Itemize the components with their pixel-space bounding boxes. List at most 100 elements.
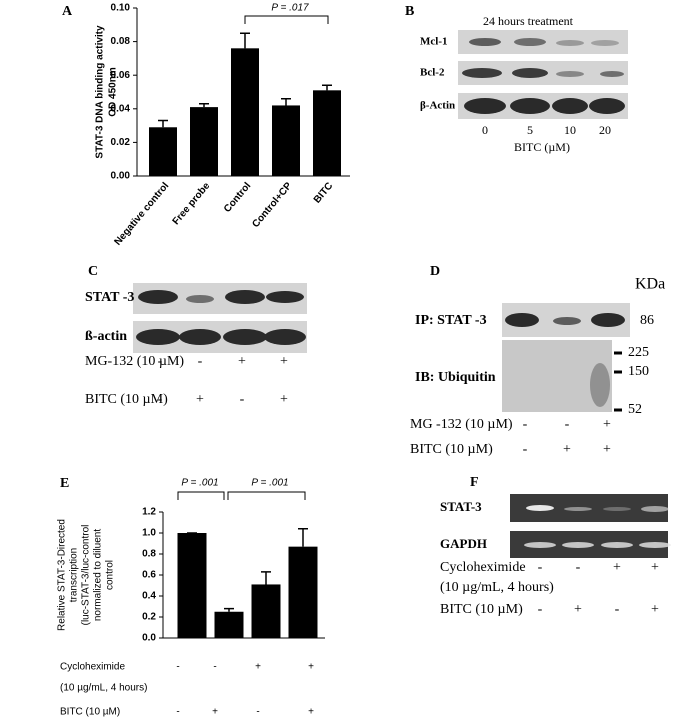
error-bar [158, 119, 168, 128]
bar [313, 90, 341, 176]
y-tick-label: 0.08 [111, 36, 131, 47]
panel-label: D [430, 264, 440, 279]
bar [149, 127, 177, 176]
condition-sign: - [538, 602, 543, 617]
condition-label: BITC (10 µM) [440, 602, 523, 617]
condition-label: (10 µg/mL, 4 hours) [60, 683, 147, 694]
x-tick-label: Free probe [171, 180, 213, 227]
y-axis-label: control [105, 560, 116, 590]
y-tick-label: 1.0 [142, 528, 156, 539]
condition-label: Cycloheximide [440, 560, 526, 575]
bar [288, 546, 318, 638]
condition-label: BITC (10 µM) [60, 707, 120, 718]
panel-label: B [405, 4, 414, 19]
condition-sign: - [615, 602, 620, 617]
row-label: β-Actin [420, 100, 455, 112]
panel-label: C [88, 264, 98, 279]
marker-label: 150 [628, 364, 649, 379]
condition-sign: + [603, 417, 611, 432]
lane-label: 5 [527, 123, 533, 137]
condition-sign: - [565, 417, 570, 432]
bar [190, 107, 218, 176]
condition-sign: - [256, 707, 259, 718]
marker-label: 225 [628, 345, 649, 360]
y-tick-label: 0.6 [142, 570, 156, 581]
condition-sign: - [158, 354, 163, 369]
condition-sign: - [176, 662, 179, 673]
condition-sign: + [651, 602, 659, 617]
error-bar [322, 84, 332, 91]
panel-label: E [60, 476, 69, 491]
gel-f [510, 494, 671, 558]
bar [177, 533, 207, 638]
y-tick-label: 0.8 [142, 549, 156, 560]
condition-label: MG -132 (10 µM) [410, 417, 513, 432]
error-bar [224, 607, 234, 612]
condition-sign: + [308, 662, 314, 673]
error-bar [240, 32, 250, 49]
condition-sign: - [158, 392, 163, 407]
condition-sign: + [280, 392, 288, 407]
y-tick-label: 0.0 [142, 633, 156, 644]
row-label: IB: Ubiquitin [415, 370, 496, 385]
y-axis-label: STAT-3 DNA binding activity [95, 25, 106, 159]
lane-label: 20 [599, 123, 611, 137]
condition-sign: - [240, 392, 245, 407]
y-tick-label: 0.06 [111, 70, 131, 81]
condition-sign: + [212, 707, 218, 718]
blot-title: 24 hours treatment [483, 14, 574, 28]
y-axis-label: transcription [69, 548, 80, 602]
condition-label: Cycloheximide [60, 662, 125, 673]
annotation: P = .017 [271, 3, 309, 14]
y-tick-label: 0.02 [111, 137, 131, 148]
condition-sign: - [176, 707, 179, 718]
y-tick-label: 0.04 [111, 103, 131, 114]
condition-sign: - [523, 417, 528, 432]
row-label: ß-actin [85, 329, 127, 344]
y-tick-label: 0.10 [111, 3, 131, 14]
y-tick-label: 0.4 [142, 591, 156, 602]
error-bar [199, 103, 209, 108]
bar [214, 611, 244, 638]
bar [272, 105, 300, 176]
condition-sign: - [213, 662, 216, 673]
bracket [227, 491, 306, 500]
condition-label: BITC (10 µM) [410, 442, 493, 457]
condition-sign: + [651, 560, 659, 575]
annotation: P = .001 [251, 478, 288, 489]
unit-label: KDa [635, 276, 665, 293]
row-label: IP: STAT -3 [415, 313, 487, 328]
condition-sign: + [280, 354, 288, 369]
condition-sign: - [576, 560, 581, 575]
y-tick-label: 0.2 [142, 612, 156, 623]
condition-label: MG-132 (10 µM) [85, 354, 184, 369]
bar [251, 584, 281, 638]
condition-sign: - [198, 354, 203, 369]
y-axis-label: (luc-STAT-3/luc-control [81, 525, 92, 626]
y-axis-label: OD 450nm [108, 67, 119, 117]
condition-sign: + [308, 707, 314, 718]
bracket [244, 15, 329, 24]
row-label: GAPDH [440, 536, 487, 551]
condition-sign: + [196, 392, 204, 407]
x-axis-label: BITC (µM) [514, 140, 570, 154]
row-label: Mcl-1 [420, 36, 447, 48]
row-label: STAT-3 [440, 499, 482, 514]
lane-label: 0 [482, 123, 488, 137]
condition-sign: + [574, 602, 582, 617]
lane-label: 10 [564, 123, 576, 137]
x-tick-label: BITC [312, 181, 335, 206]
blot-b [458, 30, 628, 119]
error-bar [261, 571, 271, 585]
marker-label: 86 [640, 313, 654, 328]
condition-sign: - [538, 560, 543, 575]
blot-d [502, 303, 630, 412]
condition-label: BITC (10 µM) [85, 392, 168, 407]
bracket [177, 491, 225, 500]
condition-sign: - [523, 442, 528, 457]
condition-sign: + [255, 662, 261, 673]
error-bar [281, 97, 291, 106]
row-label: STAT -3 [85, 290, 134, 305]
y-axis-label: normalized to diluent [93, 529, 104, 621]
